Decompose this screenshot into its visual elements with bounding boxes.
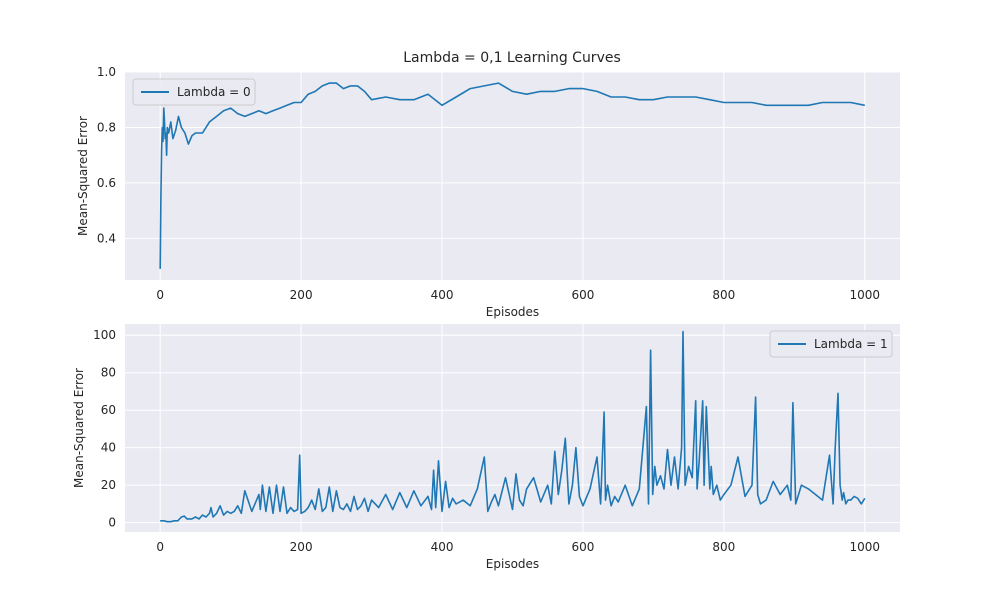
bottom-x-axis-label: Episodes bbox=[486, 557, 539, 571]
top-x-tick-label: 600 bbox=[572, 288, 595, 302]
top-series-line bbox=[159, 82, 865, 269]
bottom-y-tick-label: 20 bbox=[101, 478, 116, 492]
chart-title: Lambda = 0,1 Learning Curves bbox=[403, 50, 621, 66]
top-y-axis-label: Mean-Squared Error bbox=[76, 116, 90, 236]
top-x-axis-label: Episodes bbox=[486, 305, 539, 319]
bottom-y-tick-label: 40 bbox=[101, 441, 116, 455]
top-y-tick-label: 0.6 bbox=[97, 176, 116, 190]
top-y-tick-label: 0.4 bbox=[97, 231, 116, 245]
top-legend-label: Lambda = 0 bbox=[177, 85, 251, 99]
bottom-legend-label: Lambda = 1 bbox=[814, 337, 888, 351]
bottom-y-axis-label: Mean-Squared Error bbox=[72, 368, 86, 488]
top-chart-panel: 0 200 400 600 800 1000 0.4 0.6 0.8 1.0 Episodes Mea… bbox=[76, 65, 900, 319]
bottom-y-tick-label: 60 bbox=[101, 403, 116, 417]
top-x-tick-label: 200 bbox=[290, 288, 313, 302]
bottom-x-tick-label: 0 bbox=[156, 540, 164, 554]
bottom-y-tick-label: 0 bbox=[108, 516, 116, 530]
top-x-tick-label: 0 bbox=[156, 288, 164, 302]
bottom-y-tick-label: 100 bbox=[93, 328, 116, 342]
top-plot-area bbox=[125, 72, 900, 280]
bottom-x-tick-label: 1000 bbox=[849, 540, 880, 554]
top-y-tick-label: 0.8 bbox=[97, 120, 116, 134]
bottom-x-tick-label: 200 bbox=[290, 540, 313, 554]
top-x-tick-label: 400 bbox=[431, 288, 454, 302]
bottom-y-tick-label: 80 bbox=[101, 366, 116, 380]
bottom-series-line bbox=[160, 330, 866, 523]
bottom-x-tick-label: 600 bbox=[572, 540, 595, 554]
bottom-chart-panel: 0 200 400 600 800 1000 0 20 40 60 80 100 Episodes Mea… bbox=[72, 324, 900, 571]
top-y-tick-label: 1.0 bbox=[97, 65, 116, 79]
bottom-legend bbox=[769, 330, 893, 358]
bottom-x-tick-label: 800 bbox=[712, 540, 735, 554]
top-legend bbox=[132, 78, 256, 106]
top-x-tick-label: 1000 bbox=[849, 288, 880, 302]
top-x-tick-label: 800 bbox=[712, 288, 735, 302]
bottom-plot-area bbox=[125, 324, 900, 532]
bottom-x-tick-label: 400 bbox=[431, 540, 454, 554]
